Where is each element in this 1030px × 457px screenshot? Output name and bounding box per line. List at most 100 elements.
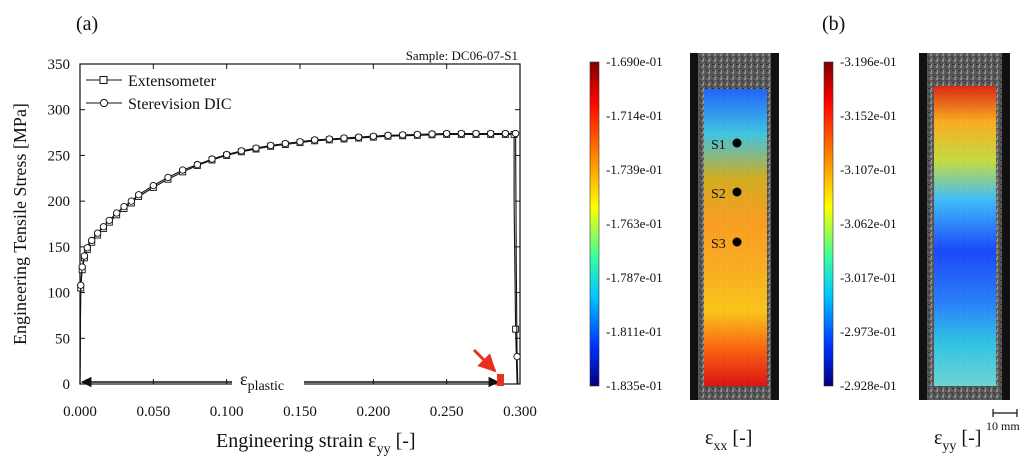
- data-point-sterevision: [281, 139, 289, 148]
- data-point-sterevision: [113, 209, 121, 217]
- data-point-sterevision: [149, 181, 157, 190]
- map-exx-title-sub: xx: [713, 439, 727, 454]
- colorbar-exx-labels: -1.690e-01 -1.714e-01 -1.739e-01 -1.763e…: [606, 54, 663, 393]
- x-axis-label-tail: [-]: [391, 430, 416, 452]
- point-s1-label: S1: [711, 138, 726, 153]
- cb2-label-5: -2.973e-01: [840, 324, 897, 339]
- data-point-sterevision: [164, 173, 172, 182]
- legend-marker-square: [99, 76, 108, 84]
- data-point-sterevision: [443, 129, 451, 138]
- red-marker: [497, 374, 504, 386]
- data-point-sterevision: [369, 132, 377, 140]
- map-exx-title-tail: [-]: [727, 427, 752, 449]
- data-point-sterevision: [355, 133, 363, 141]
- cb1-label-2: -1.739e-01: [606, 162, 663, 177]
- colorbar-exx: [589, 61, 600, 387]
- data-point-sterevision: [105, 216, 113, 224]
- specimen-eyy: [919, 53, 1010, 400]
- y-tick-label: 250: [48, 148, 71, 164]
- specimen-exx: [690, 53, 779, 400]
- y-tick-label: 100: [48, 286, 71, 302]
- point-s1-dot: [732, 138, 742, 148]
- panel-label-a: (a): [76, 13, 98, 35]
- data-point-sterevision: [88, 236, 96, 245]
- map-exx-title-main: ε: [705, 427, 713, 449]
- x-axis-label-sub: yy: [377, 442, 391, 457]
- x-tick-label: 0.050: [136, 404, 170, 420]
- data-point-sterevision: [208, 155, 216, 163]
- plastic-label-sub: plastic: [248, 379, 285, 394]
- point-s2-dot: [732, 187, 742, 197]
- x-tick-label: 0.150: [283, 404, 317, 420]
- plastic-label-main: ε: [240, 369, 248, 389]
- x-axis-label-main: Engineering strain ε: [216, 430, 377, 452]
- data-point-sterevision: [252, 144, 260, 152]
- data-point-sterevision: [413, 130, 421, 139]
- data-point-sterevision: [78, 263, 86, 271]
- data-point-sterevision: [80, 252, 89, 260]
- data-point-sterevision: [511, 129, 520, 138]
- data-point-sterevision: [120, 202, 128, 211]
- cb1-label-3: -1.763e-01: [606, 216, 663, 231]
- map-eyy-title-tail: [-]: [956, 427, 981, 449]
- cb2-label-0: -3.196e-01: [840, 54, 897, 69]
- map-exx-title: εxx [-]: [705, 427, 752, 454]
- legend-extensometer: Extensometer: [128, 73, 217, 90]
- x-tick-label: 0.200: [356, 404, 390, 420]
- data-point-sterevision: [193, 160, 201, 169]
- chart-series: [77, 129, 521, 385]
- cb2-label-1: -3.152e-01: [840, 108, 897, 123]
- data-point-sterevision: [223, 150, 231, 159]
- data-point-sterevision: [457, 129, 465, 138]
- plastic-label-bg: [232, 370, 304, 390]
- axis-ticks: 0.000 0.050 0.100 0.150 0.200 0.250 0.300 0 50 10…: [48, 57, 537, 420]
- data-point-sterevision: [325, 135, 333, 143]
- data-point-sterevision: [340, 134, 348, 142]
- data-point-sterevision: [83, 244, 91, 252]
- scale-bar-label: 10 mm: [986, 419, 1020, 433]
- point-s2-label: S2: [711, 187, 726, 202]
- map-eyy-title-sub: yy: [942, 439, 956, 454]
- point-s3-dot: [732, 237, 742, 247]
- map-eyy-title: εyy [-]: [934, 427, 981, 454]
- cb2-label-2: -3.107e-01: [840, 162, 897, 177]
- data-point-sterevision: [267, 141, 275, 150]
- cb1-label-4: -1.787e-01: [606, 270, 663, 285]
- data-point-sterevision: [179, 166, 187, 174]
- cb1-label-6: -1.835e-01: [606, 378, 663, 393]
- data-point-sterevision: [501, 129, 509, 138]
- cb1-label-5: -1.811e-01: [606, 324, 662, 339]
- x-tick-label: 0.000: [63, 404, 97, 420]
- y-tick-label: 50: [55, 331, 70, 347]
- plastic-label: εplastic: [240, 369, 284, 394]
- point-s3-label: S3: [711, 237, 726, 252]
- strain-field-exx: [704, 89, 767, 386]
- colorbar-eyy: [823, 61, 834, 387]
- data-point-sterevision: [399, 131, 407, 139]
- red-arrow: [472, 348, 497, 373]
- cb2-label-6: -2.928e-01: [840, 378, 897, 393]
- series-line-sterevision: [79, 132, 519, 385]
- cb1-label-1: -1.714e-01: [606, 108, 663, 123]
- data-point-sterevision: [99, 223, 108, 231]
- cb2-label-4: -3.017e-01: [840, 270, 897, 285]
- data-point-sterevision: [93, 229, 102, 237]
- data-point-sterevision: [296, 138, 304, 146]
- colorbar-eyy-labels: -3.196e-01 -3.152e-01 -3.107e-01 -3.062e…: [840, 54, 897, 393]
- data-point-sterevision: [77, 281, 85, 289]
- series-line-extensometer: [79, 133, 518, 385]
- x-tick-label: 0.300: [503, 404, 537, 420]
- measurement-points: S1 S2 S3: [711, 138, 742, 252]
- x-axis-label: Engineering strain εyy [-]: [216, 430, 416, 457]
- cb2-label-3: -3.062e-01: [840, 216, 897, 231]
- cb1-label-0: -1.690e-01: [606, 54, 663, 69]
- data-point-sterevision: [428, 130, 436, 138]
- legend: Extensometer Sterevision DIC: [86, 73, 232, 113]
- x-tick-label: 0.100: [210, 404, 244, 420]
- y-tick-label: 0: [63, 377, 71, 393]
- y-axis-label: Engineering Tensile Stress [MPa]: [10, 103, 30, 345]
- panel-label-b: (b): [822, 13, 845, 35]
- legend-sterevision: Sterevision DIC: [128, 96, 232, 113]
- y-tick-label: 300: [48, 103, 71, 119]
